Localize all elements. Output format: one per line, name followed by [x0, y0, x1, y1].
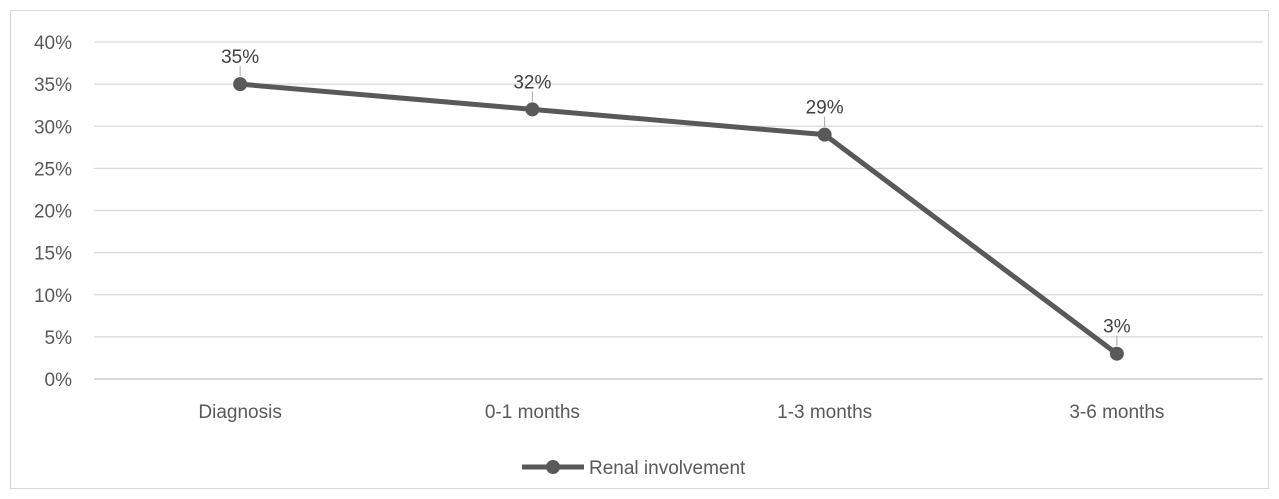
y-tick-label: 35% — [34, 75, 72, 96]
x-tick-label: Diagnosis — [198, 402, 281, 423]
data-point — [525, 102, 540, 117]
data-labels: 35% 32% 29% 3% — [221, 47, 1131, 346]
gridlines — [94, 41, 1263, 380]
y-tick-label: 5% — [45, 328, 73, 349]
legend-point-marker — [546, 460, 560, 474]
data-point — [1109, 346, 1124, 361]
y-tick-label: 25% — [34, 159, 72, 180]
data-point — [817, 127, 832, 142]
y-tick-label: 20% — [34, 202, 72, 223]
y-tick-label: 15% — [34, 244, 72, 265]
x-tick-label: 3-6 months — [1069, 402, 1164, 423]
x-tick-label: 1-3 months — [777, 402, 872, 423]
data-label: 3% — [1103, 317, 1131, 338]
y-tick-label: 10% — [34, 286, 72, 307]
x-tick-label: 0-1 months — [485, 402, 580, 423]
data-point — [233, 77, 248, 92]
y-axis-ticks: 0% 5% 10% 15% 20% 25% 30% 35% 40% — [34, 33, 72, 391]
series-renal-involvement — [233, 77, 1124, 361]
chart-frame — [10, 10, 1269, 489]
series-line — [239, 81, 1119, 356]
data-label: 35% — [221, 47, 259, 68]
legend: Renal involvement — [522, 458, 746, 479]
y-tick-label: 30% — [34, 117, 72, 138]
legend-entry: Renal involvement — [589, 458, 746, 479]
y-tick-label: 40% — [34, 33, 72, 54]
data-label: 29% — [806, 98, 844, 119]
data-label: 32% — [513, 72, 551, 93]
x-axis-ticks: Diagnosis 0-1 months 1-3 months 3-6 months — [198, 402, 1164, 423]
y-tick-label: 0% — [45, 370, 73, 391]
